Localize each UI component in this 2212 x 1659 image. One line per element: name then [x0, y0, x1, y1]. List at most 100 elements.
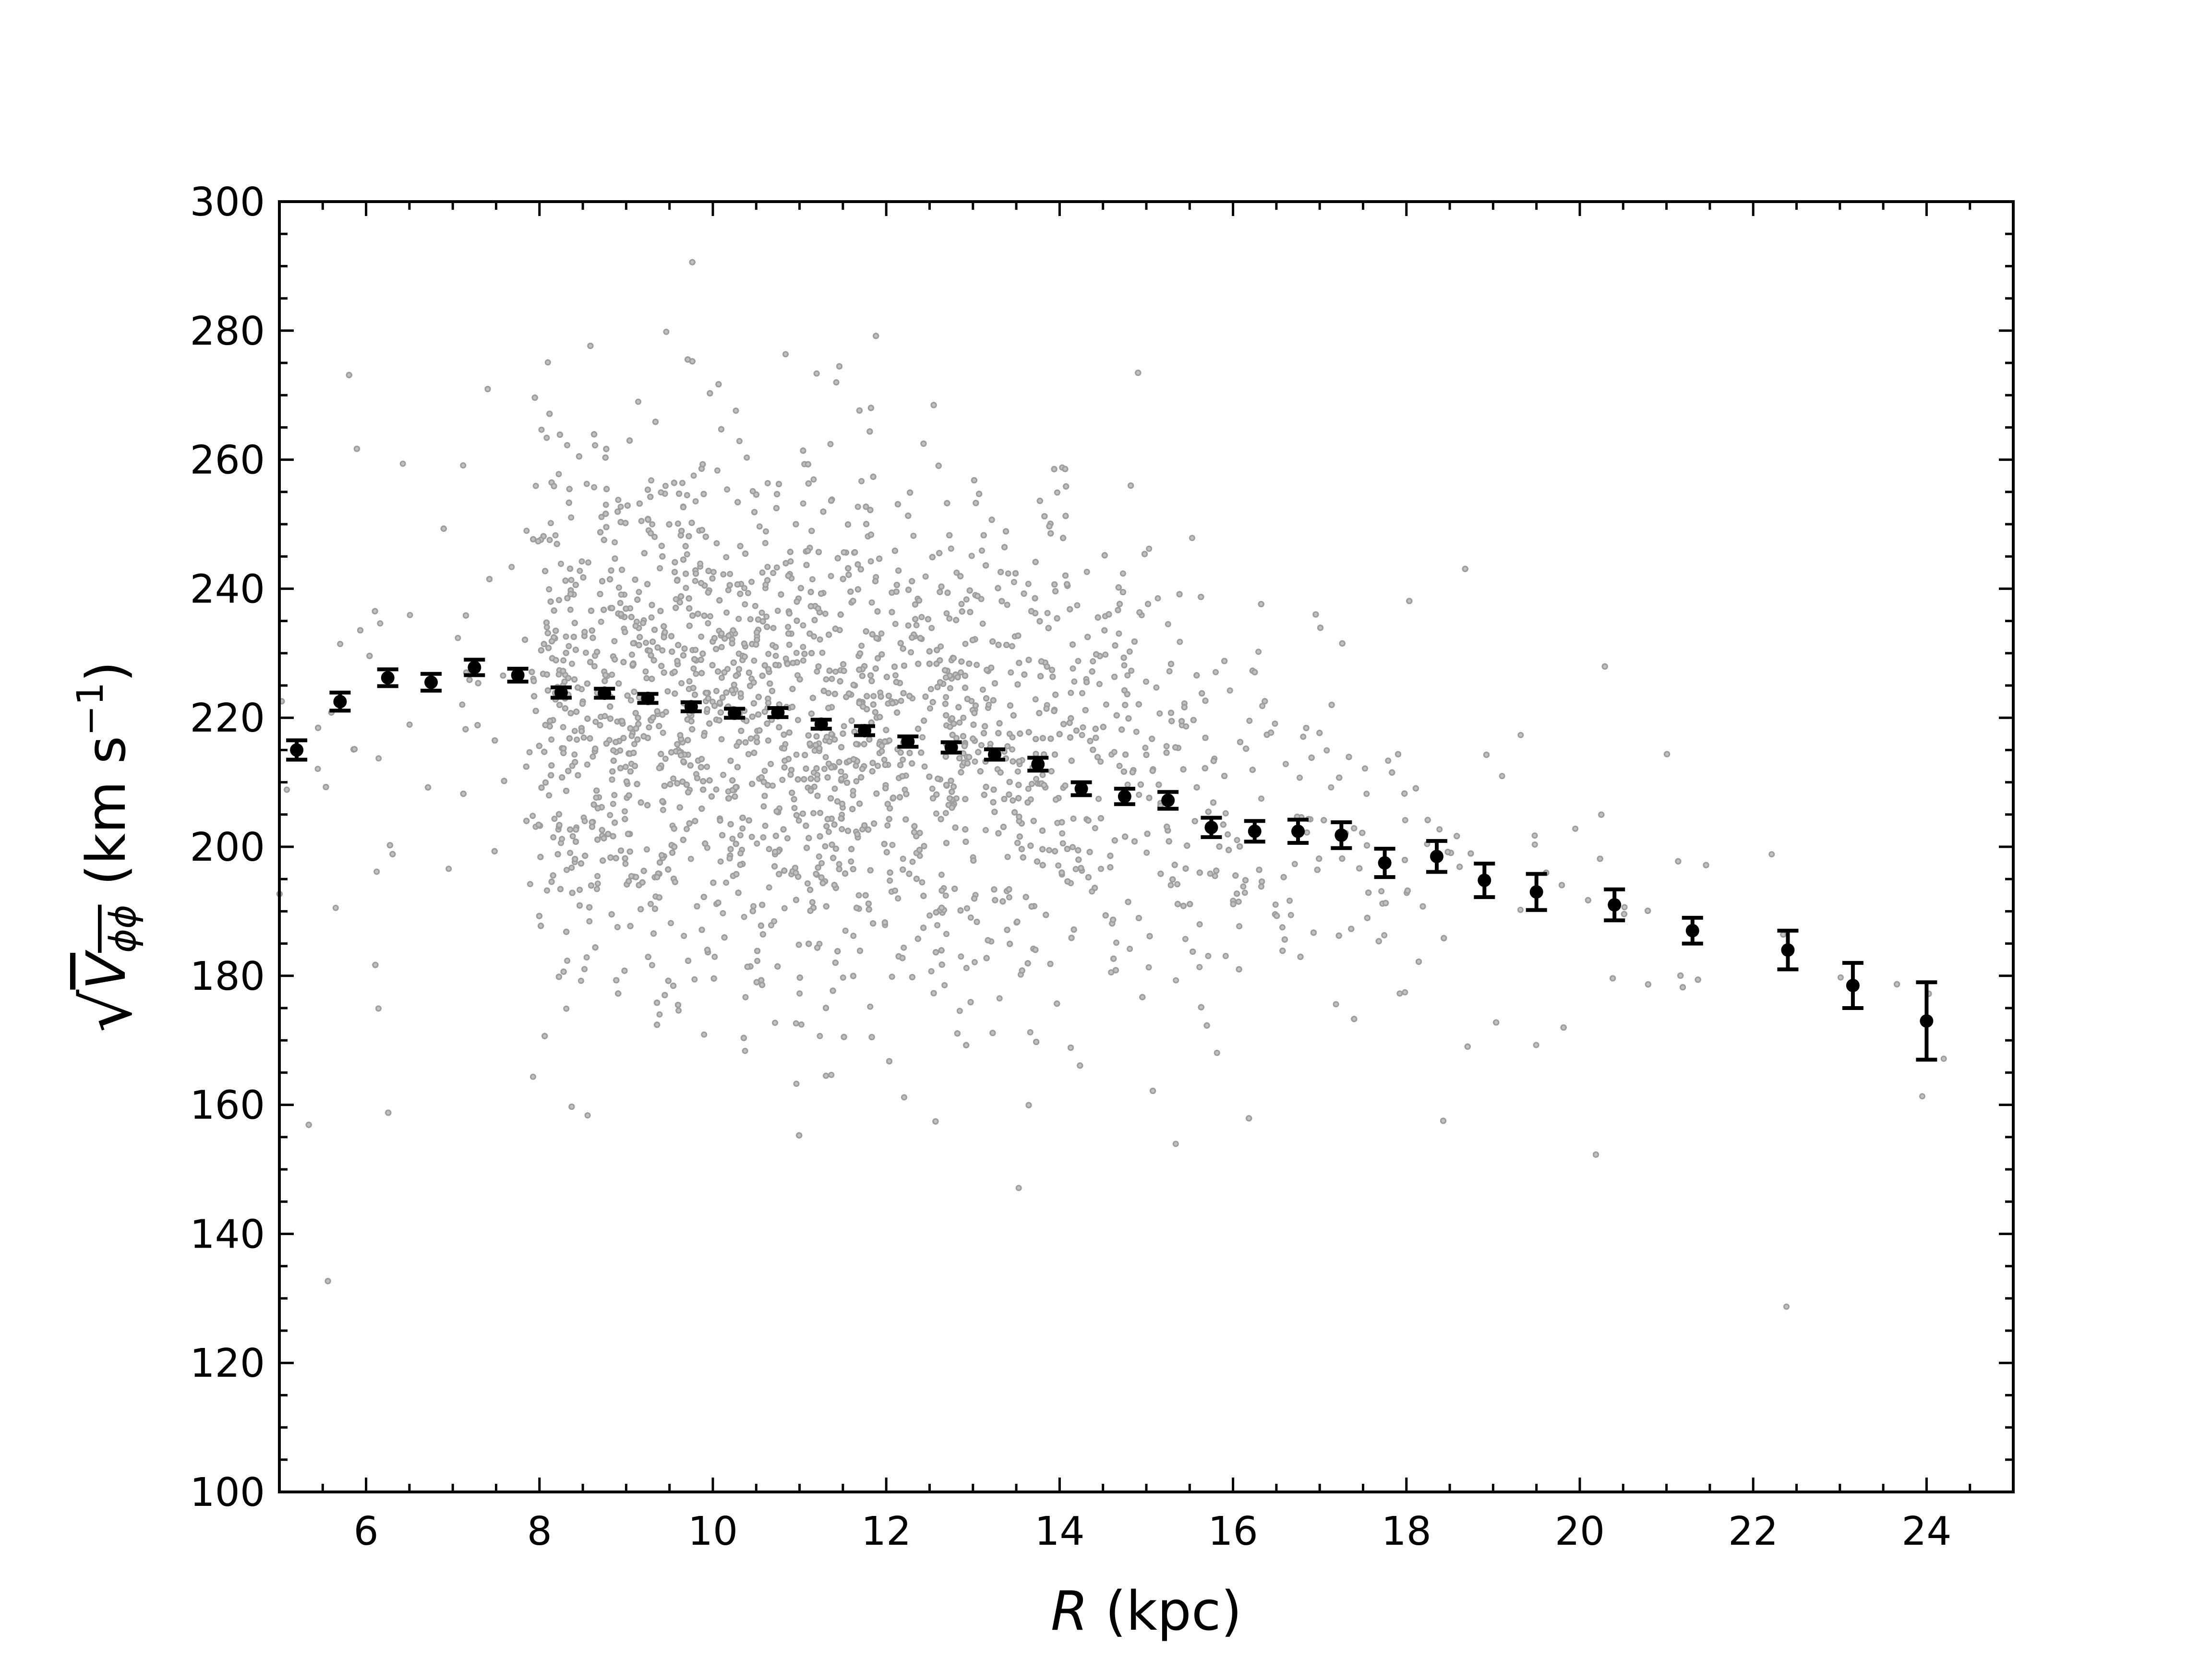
scatter-point	[1378, 888, 1385, 895]
scatter-point	[943, 694, 950, 700]
scatter-point	[628, 733, 635, 739]
scatter-point	[538, 426, 545, 433]
scatter-point	[889, 842, 896, 848]
scatter-point	[687, 855, 694, 862]
scatter-point	[683, 585, 689, 591]
scatter-point	[1116, 630, 1122, 637]
scatter-point	[697, 560, 704, 567]
scatter-point	[818, 860, 825, 866]
scatter-point	[723, 554, 730, 561]
scatter-point	[698, 633, 705, 640]
scatter-point	[564, 957, 571, 964]
scatter-point	[1006, 894, 1012, 901]
scatter-point	[974, 661, 980, 668]
scatter-point	[905, 622, 912, 629]
scatter-point	[1010, 797, 1016, 804]
scatter-point	[1167, 882, 1174, 889]
scatter-point	[752, 602, 758, 609]
scatter-point	[713, 688, 720, 694]
scatter-point	[1126, 648, 1133, 655]
scatter-point	[1304, 829, 1310, 836]
scatter-point	[692, 647, 699, 653]
scatter-point	[794, 717, 801, 723]
scatter-point	[784, 835, 791, 842]
scatter-point	[1236, 923, 1243, 929]
scatter-point	[858, 642, 865, 649]
scatter-point	[1183, 723, 1190, 730]
scatter-point	[787, 558, 794, 565]
scatter-point	[760, 803, 767, 810]
scatter-point	[793, 1081, 800, 1087]
scatter-point	[577, 887, 583, 893]
scatter-point	[1279, 924, 1286, 931]
scatter-point	[825, 690, 832, 697]
scatter-point	[1128, 667, 1135, 674]
scatter-point	[1919, 1093, 1925, 1100]
scatter-point	[978, 596, 985, 602]
scatter-point	[675, 1007, 682, 1014]
scatter-point	[958, 601, 965, 607]
scatter-point	[1108, 969, 1115, 976]
scatter-point	[927, 686, 934, 692]
scatter-point	[748, 833, 755, 840]
scatter-point	[614, 924, 621, 930]
scatter-point	[544, 887, 550, 894]
scatter-point	[747, 735, 754, 742]
scatter-point	[555, 671, 562, 678]
scatter-point	[1222, 953, 1229, 959]
scatter-point	[543, 434, 550, 441]
scatter-point	[558, 561, 564, 567]
scatter-point	[825, 829, 832, 835]
scatter-point	[744, 454, 750, 461]
scatter-point	[927, 705, 933, 712]
scatter-point	[586, 918, 593, 925]
scatter-point	[569, 661, 575, 667]
scatter-point	[748, 578, 755, 585]
scatter-point	[568, 577, 575, 583]
scatter-point	[840, 974, 846, 981]
scatter-point	[765, 737, 771, 744]
scatter-point	[648, 901, 654, 907]
scatter-point	[332, 904, 339, 911]
scatter-point	[684, 551, 690, 558]
scatter-point	[921, 763, 928, 770]
scatter-point	[795, 817, 802, 824]
scatter-point	[754, 958, 761, 964]
scatter-point	[638, 517, 645, 524]
scatter-point	[648, 477, 655, 484]
scatter-point	[884, 822, 891, 829]
scatter-point	[836, 861, 842, 867]
scatter-point	[568, 865, 575, 871]
scatter-point	[594, 873, 601, 879]
scatter-point	[1166, 668, 1173, 674]
scatter-point	[741, 585, 748, 591]
scatter-point	[1177, 638, 1183, 645]
scatter-point	[584, 1112, 591, 1118]
scatter-point	[895, 895, 902, 902]
scatter-point	[526, 749, 533, 756]
scatter-point	[922, 573, 929, 580]
scatter-point	[1205, 953, 1212, 959]
scatter-point	[1259, 703, 1266, 709]
scatter-point	[720, 910, 726, 916]
scatter-point	[610, 801, 616, 807]
scatter-point	[909, 858, 916, 865]
scatter-point	[749, 488, 756, 494]
scatter-point	[551, 816, 558, 822]
scatter-point	[337, 641, 344, 647]
scatter-point	[1272, 721, 1278, 727]
scatter-point	[375, 1005, 382, 1012]
scatter-point	[1363, 791, 1370, 797]
scatter-point	[1005, 570, 1011, 577]
scatter-point	[941, 982, 948, 988]
scatter-point	[842, 927, 849, 934]
scatter-point	[1241, 890, 1248, 896]
scatter-point	[822, 611, 829, 617]
scatter-point	[1286, 897, 1293, 904]
scatter-point	[798, 1021, 805, 1028]
scatter-point	[574, 736, 580, 743]
scatter-point	[1174, 881, 1180, 888]
scatter-point	[963, 596, 970, 603]
scatter-point	[963, 965, 970, 971]
scatter-point	[1071, 678, 1078, 685]
